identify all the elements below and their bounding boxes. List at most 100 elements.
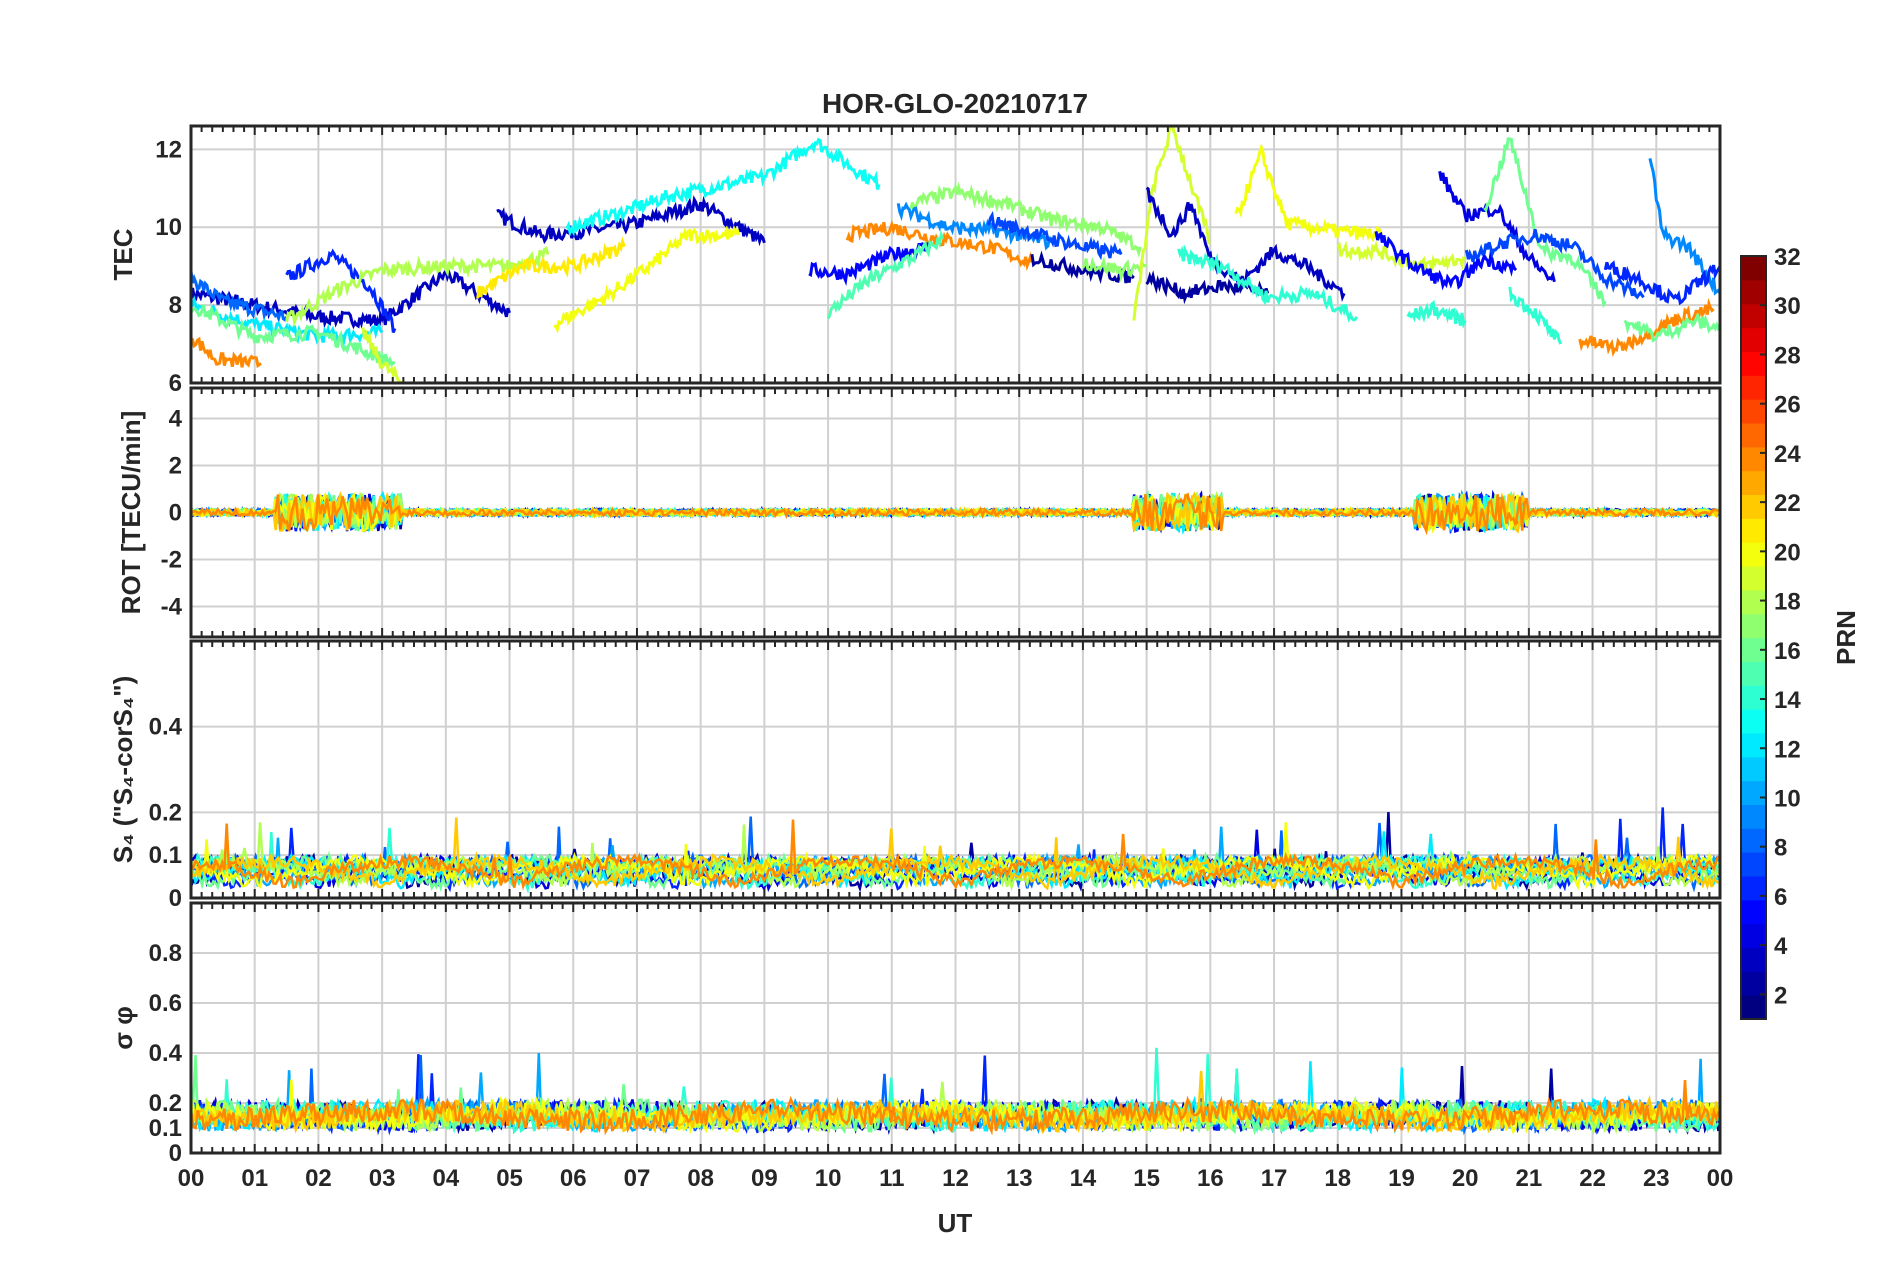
colorbar-tick-label-2: 6 (1774, 884, 1787, 911)
colorbar-tick-label-3: 8 (1774, 835, 1787, 862)
ytick-label-sigma-1: 0.1 (149, 1115, 182, 1142)
s4-series-prn-20 (191, 822, 1720, 891)
xtick-label-22: 22 (1579, 1165, 1606, 1192)
colorbar-tick-label-6: 14 (1774, 687, 1801, 714)
sigma-series-prn-24 (191, 1080, 1720, 1136)
ytick-label-rot-0: -4 (161, 593, 183, 620)
panel-tec: 6 8 10 12 TEC (108, 124, 1722, 397)
colorbar-swatch (1741, 565, 1766, 591)
tick-marks-s4 (190, 641, 1721, 898)
tec-series-prn-6-2 (285, 248, 397, 334)
colorbar-label: PRN (1831, 610, 1861, 665)
tec-series-prn-19-25 (1336, 240, 1466, 274)
colorbar-tick-label-13: 28 (1774, 342, 1801, 369)
colorbar-tick-label-7: 16 (1774, 638, 1801, 665)
ylabel-s4: S₄ ("S₄-corS₄") (108, 676, 138, 864)
ytick-label-tec-0: 6 (169, 370, 182, 397)
ytick-label-s4-0: 0 (169, 885, 182, 912)
tec-series-prn-6-35 (1603, 260, 1720, 306)
colorbar-swatch (1741, 256, 1766, 281)
tec-series-prn-24-11 (191, 336, 262, 369)
colorbar-tick-label-0: 2 (1774, 982, 1787, 1009)
colorbar-swatch (1741, 613, 1766, 639)
xtick-label-11: 11 (879, 1165, 904, 1192)
tec-series-prn-2-18 (1030, 250, 1135, 285)
xtick-label-3: 03 (369, 1165, 396, 1192)
xtick-label-15: 15 (1133, 1165, 1160, 1192)
s4-series-prn-24 (191, 819, 1720, 891)
ytick-label-sigma-5: 0.8 (149, 940, 182, 967)
tec-series-prn-7-17 (986, 210, 1123, 261)
tick-marks-sigma (190, 903, 1721, 1153)
xtick-label-6: 06 (560, 1165, 587, 1192)
xtick-label-24: 00 (1707, 1165, 1734, 1192)
ytick-label-rot-4: 4 (169, 406, 183, 433)
ylabel-sigma: σ φ (108, 1006, 138, 1050)
tec-series-prn-14-24 (1177, 244, 1359, 323)
colorbar-swatch (1741, 923, 1766, 949)
tec-series-prn-16-6 (191, 304, 396, 370)
ytick-label-s4-1: 0.1 (149, 842, 182, 869)
colorbar-tick-label-1: 4 (1774, 933, 1788, 960)
colorbar-swatch (1741, 780, 1766, 806)
tec-series-prn-17-19 (1081, 256, 1148, 283)
ytick-label-s4-2: 0.2 (149, 799, 182, 826)
tec-series-prn-5-13 (808, 242, 932, 287)
ytick-label-rot-1: -2 (161, 546, 182, 573)
colorbar-tick-label-15: 32 (1774, 244, 1801, 271)
x-axis-label: UT (938, 1208, 973, 1238)
xtick-label-16: 16 (1197, 1165, 1224, 1192)
ytick-label-tec-1: 8 (169, 292, 182, 319)
xtick-label-13: 13 (1006, 1165, 1033, 1192)
colorbar-swatch (1741, 375, 1766, 400)
xtick-label-21: 21 (1516, 1165, 1543, 1192)
xtick-label-23: 23 (1643, 1165, 1670, 1192)
xtick-label-18: 18 (1324, 1165, 1351, 1192)
colorbar-tick-label-12: 26 (1774, 392, 1801, 419)
colorbar-tick-label-5: 12 (1774, 736, 1801, 763)
ytick-label-rot-2: 0 (169, 500, 182, 527)
colorbar-swatch (1741, 661, 1766, 686)
tick-marks-rot (190, 388, 1721, 637)
colorbar-tick-label-8: 18 (1774, 589, 1801, 616)
series-group-tec (191, 126, 1720, 383)
xtick-label-14: 14 (1070, 1165, 1097, 1192)
colorbar-swatch (1741, 947, 1766, 972)
colorbar-swatch (1741, 804, 1766, 829)
xtick-label-9: 09 (751, 1165, 778, 1192)
xtick-label-0: 00 (178, 1165, 205, 1192)
xtick-label-8: 08 (687, 1165, 714, 1192)
colorbar-swatch (1741, 303, 1766, 329)
xtick-label-2: 02 (305, 1165, 332, 1192)
colorbar-tick-label-11: 24 (1774, 441, 1801, 468)
xtick-label-19: 19 (1388, 1165, 1415, 1192)
tec-series-prn-13-5 (565, 137, 881, 238)
colorbar-swatch (1741, 971, 1766, 996)
xtick-label-1: 01 (241, 1165, 268, 1192)
colorbar-swatch (1741, 542, 1766, 567)
tec-series-prn-16-34 (1623, 312, 1720, 343)
series-group-s4 (191, 807, 1720, 894)
ytick-label-sigma-2: 0.2 (149, 1090, 182, 1117)
tec-series-prn-20-9 (553, 224, 741, 334)
panel-s4: 0 0.1 0.2 0.4 S₄ ("S₄-corS₄") (108, 639, 1722, 912)
colorbar-tick-label-4: 10 (1774, 785, 1801, 812)
tec-series-prn-7-31 (1464, 228, 1645, 300)
tec-series-prn-5-26 (1374, 231, 1518, 291)
tec-series-prn-14-30 (1508, 286, 1563, 345)
tec-series-prn-15-14 (826, 229, 945, 320)
panel-rot: -4 -2 0 2 4 ROT [TECU/min] (116, 386, 1722, 639)
ytick-label-rot-3: 2 (169, 453, 182, 480)
xtick-label-17: 17 (1261, 1165, 1288, 1192)
colorbar-tick-label-9: 20 (1774, 539, 1801, 566)
colorbar-swatch (1741, 709, 1766, 734)
series-group-sigma (191, 1047, 1720, 1136)
xtick-label-10: 10 (815, 1165, 842, 1192)
tick-marks-tec (190, 126, 1721, 383)
tec-series-prn-8-3 (191, 270, 288, 323)
colorbar-swatch (1741, 279, 1766, 305)
ytick-label-sigma-0: 0 (169, 1140, 182, 1167)
tec-series-prn-20-23 (1234, 143, 1384, 243)
tec-series-prn-3-1 (496, 195, 766, 247)
